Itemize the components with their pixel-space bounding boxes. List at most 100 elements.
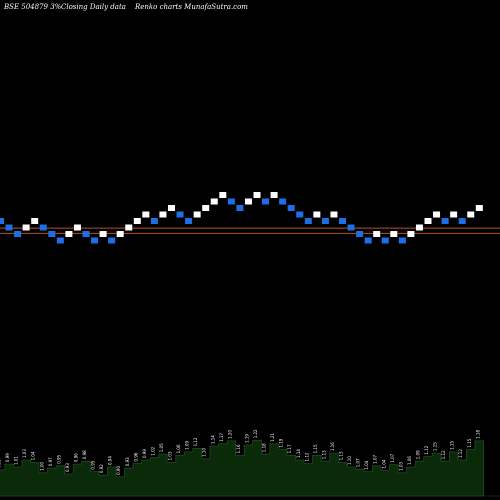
volume-label: 1.18: [475, 430, 480, 439]
chart-title-left: BSE 504879 3%: [3, 3, 62, 11]
renko-brick-up: [202, 205, 210, 211]
volume-label: 0.98: [82, 450, 87, 459]
renko-brick-down: [287, 205, 295, 211]
volume-label: 1.13: [339, 451, 344, 460]
volume-label: 1.03: [168, 451, 173, 460]
volume-label: 1.04: [364, 460, 369, 469]
renko-brick-up: [159, 211, 167, 218]
renko-brick-up: [210, 198, 218, 205]
volume-label: 1.09: [416, 450, 421, 459]
renko-brick-down: [108, 237, 116, 244]
renko-brick-up: [373, 231, 381, 237]
volume-label: 1.09: [185, 441, 190, 450]
renko-brick-up: [433, 211, 441, 218]
renko-brick-down: [364, 237, 372, 244]
renko-brick-down: [296, 211, 304, 218]
chart-title-right: Renko charts MunafaSutra.com: [134, 3, 248, 11]
renko-brick-down: [48, 231, 56, 237]
volume-label: 1.03: [22, 449, 27, 458]
renko-brick-up: [253, 192, 261, 198]
volume-label: 1.01: [14, 456, 19, 465]
volume-label: 1.06: [176, 444, 181, 453]
renko-brick-up: [31, 218, 39, 224]
renko-brick-up: [330, 211, 338, 218]
renko-brick-up: [142, 211, 150, 218]
volume-panel: 0.950.991.011.031.041.000.970.950.930.96…: [0, 429, 500, 497]
volume-label: 1.15: [450, 441, 455, 450]
volume-label: 1.00: [39, 461, 44, 470]
renko-brick-down: [441, 218, 449, 224]
volume-label: 1.15: [433, 442, 438, 451]
renko-brick-down: [82, 231, 90, 237]
volume-label: 0.94: [108, 456, 113, 465]
renko-brick-up: [193, 211, 201, 218]
volume-label: 1.20: [227, 430, 232, 439]
volume-label: 1.21: [270, 432, 275, 441]
renko-brick-up: [116, 231, 124, 237]
renko-brick-down: [39, 224, 47, 231]
renko-brick-down: [347, 224, 355, 231]
volume-label: 0.92: [99, 464, 104, 473]
volume-label: 1.10: [347, 456, 352, 465]
renko-brick-down: [262, 198, 270, 205]
renko-brick-up: [313, 211, 321, 218]
renko-brick-up: [99, 231, 107, 237]
renko-brick-up: [407, 231, 415, 237]
volume-label: 0.99: [5, 453, 10, 462]
renko-brick-down: [356, 231, 364, 237]
renko-brick-down: [398, 237, 406, 244]
volume-label: 1.03: [398, 461, 403, 470]
renko-brick-down: [279, 198, 287, 205]
volume-label: 1.15: [467, 438, 472, 447]
renko-brick-up: [65, 231, 73, 237]
volume-label: 0.96: [133, 452, 138, 461]
volume-label: 0.95: [56, 454, 61, 463]
renko-brick-up: [133, 218, 141, 224]
volume-label: 1.19: [245, 434, 250, 443]
volume-label: 1.14: [296, 449, 301, 458]
volume-label: 0.99: [142, 449, 147, 458]
renko-brick-up: [390, 231, 398, 237]
volume-label: 0.93: [125, 457, 130, 466]
renko-brick-down: [150, 218, 158, 224]
volume-label: 1.12: [441, 450, 446, 459]
volume-label: 0.97: [48, 457, 53, 466]
renko-brick-up: [415, 224, 423, 231]
renko-brick-down: [14, 231, 22, 237]
renko-brick-down: [176, 211, 184, 218]
volume-label: 1.14: [210, 435, 215, 444]
renko-bricks: [0, 192, 483, 244]
volume-label: 1.12: [304, 452, 309, 461]
volume-label: 1.07: [356, 458, 361, 467]
volume-label: 0.90: [116, 466, 121, 475]
renko-brick-down: [304, 218, 312, 224]
volume-label: 1.15: [313, 444, 318, 453]
volume-label: 1.16: [236, 444, 241, 453]
renko-brick-up: [168, 205, 175, 211]
renko-brick-down: [185, 218, 193, 224]
volume-label: 1.07: [390, 453, 395, 462]
chart-title-mid: Closing Daily data: [61, 3, 126, 11]
volume-label: 1.04: [381, 459, 386, 468]
volume-label: 1.12: [424, 445, 429, 454]
renko-brick-down: [227, 198, 235, 205]
volume-label: 1.07: [373, 454, 378, 463]
volume-area: [0, 439, 484, 497]
renko-brick-up: [219, 192, 227, 198]
renko-brick-down: [0, 218, 4, 224]
renko-brick-up: [125, 224, 133, 231]
renko-brick-up: [73, 224, 81, 231]
volume-label: 1.05: [159, 443, 164, 452]
volume-label: 1.06: [407, 456, 412, 465]
renko-brick-down: [236, 205, 244, 211]
renko-brick-down: [381, 237, 389, 244]
renko-brick-down: [458, 218, 466, 224]
volume-label: 1.13: [321, 450, 326, 459]
volume-label: 1.17: [219, 432, 224, 441]
renko-brick-down: [5, 224, 13, 231]
volume-label: 1.17: [287, 444, 292, 453]
renko-brick-down: [56, 237, 64, 244]
renko-brick-up: [424, 218, 432, 224]
